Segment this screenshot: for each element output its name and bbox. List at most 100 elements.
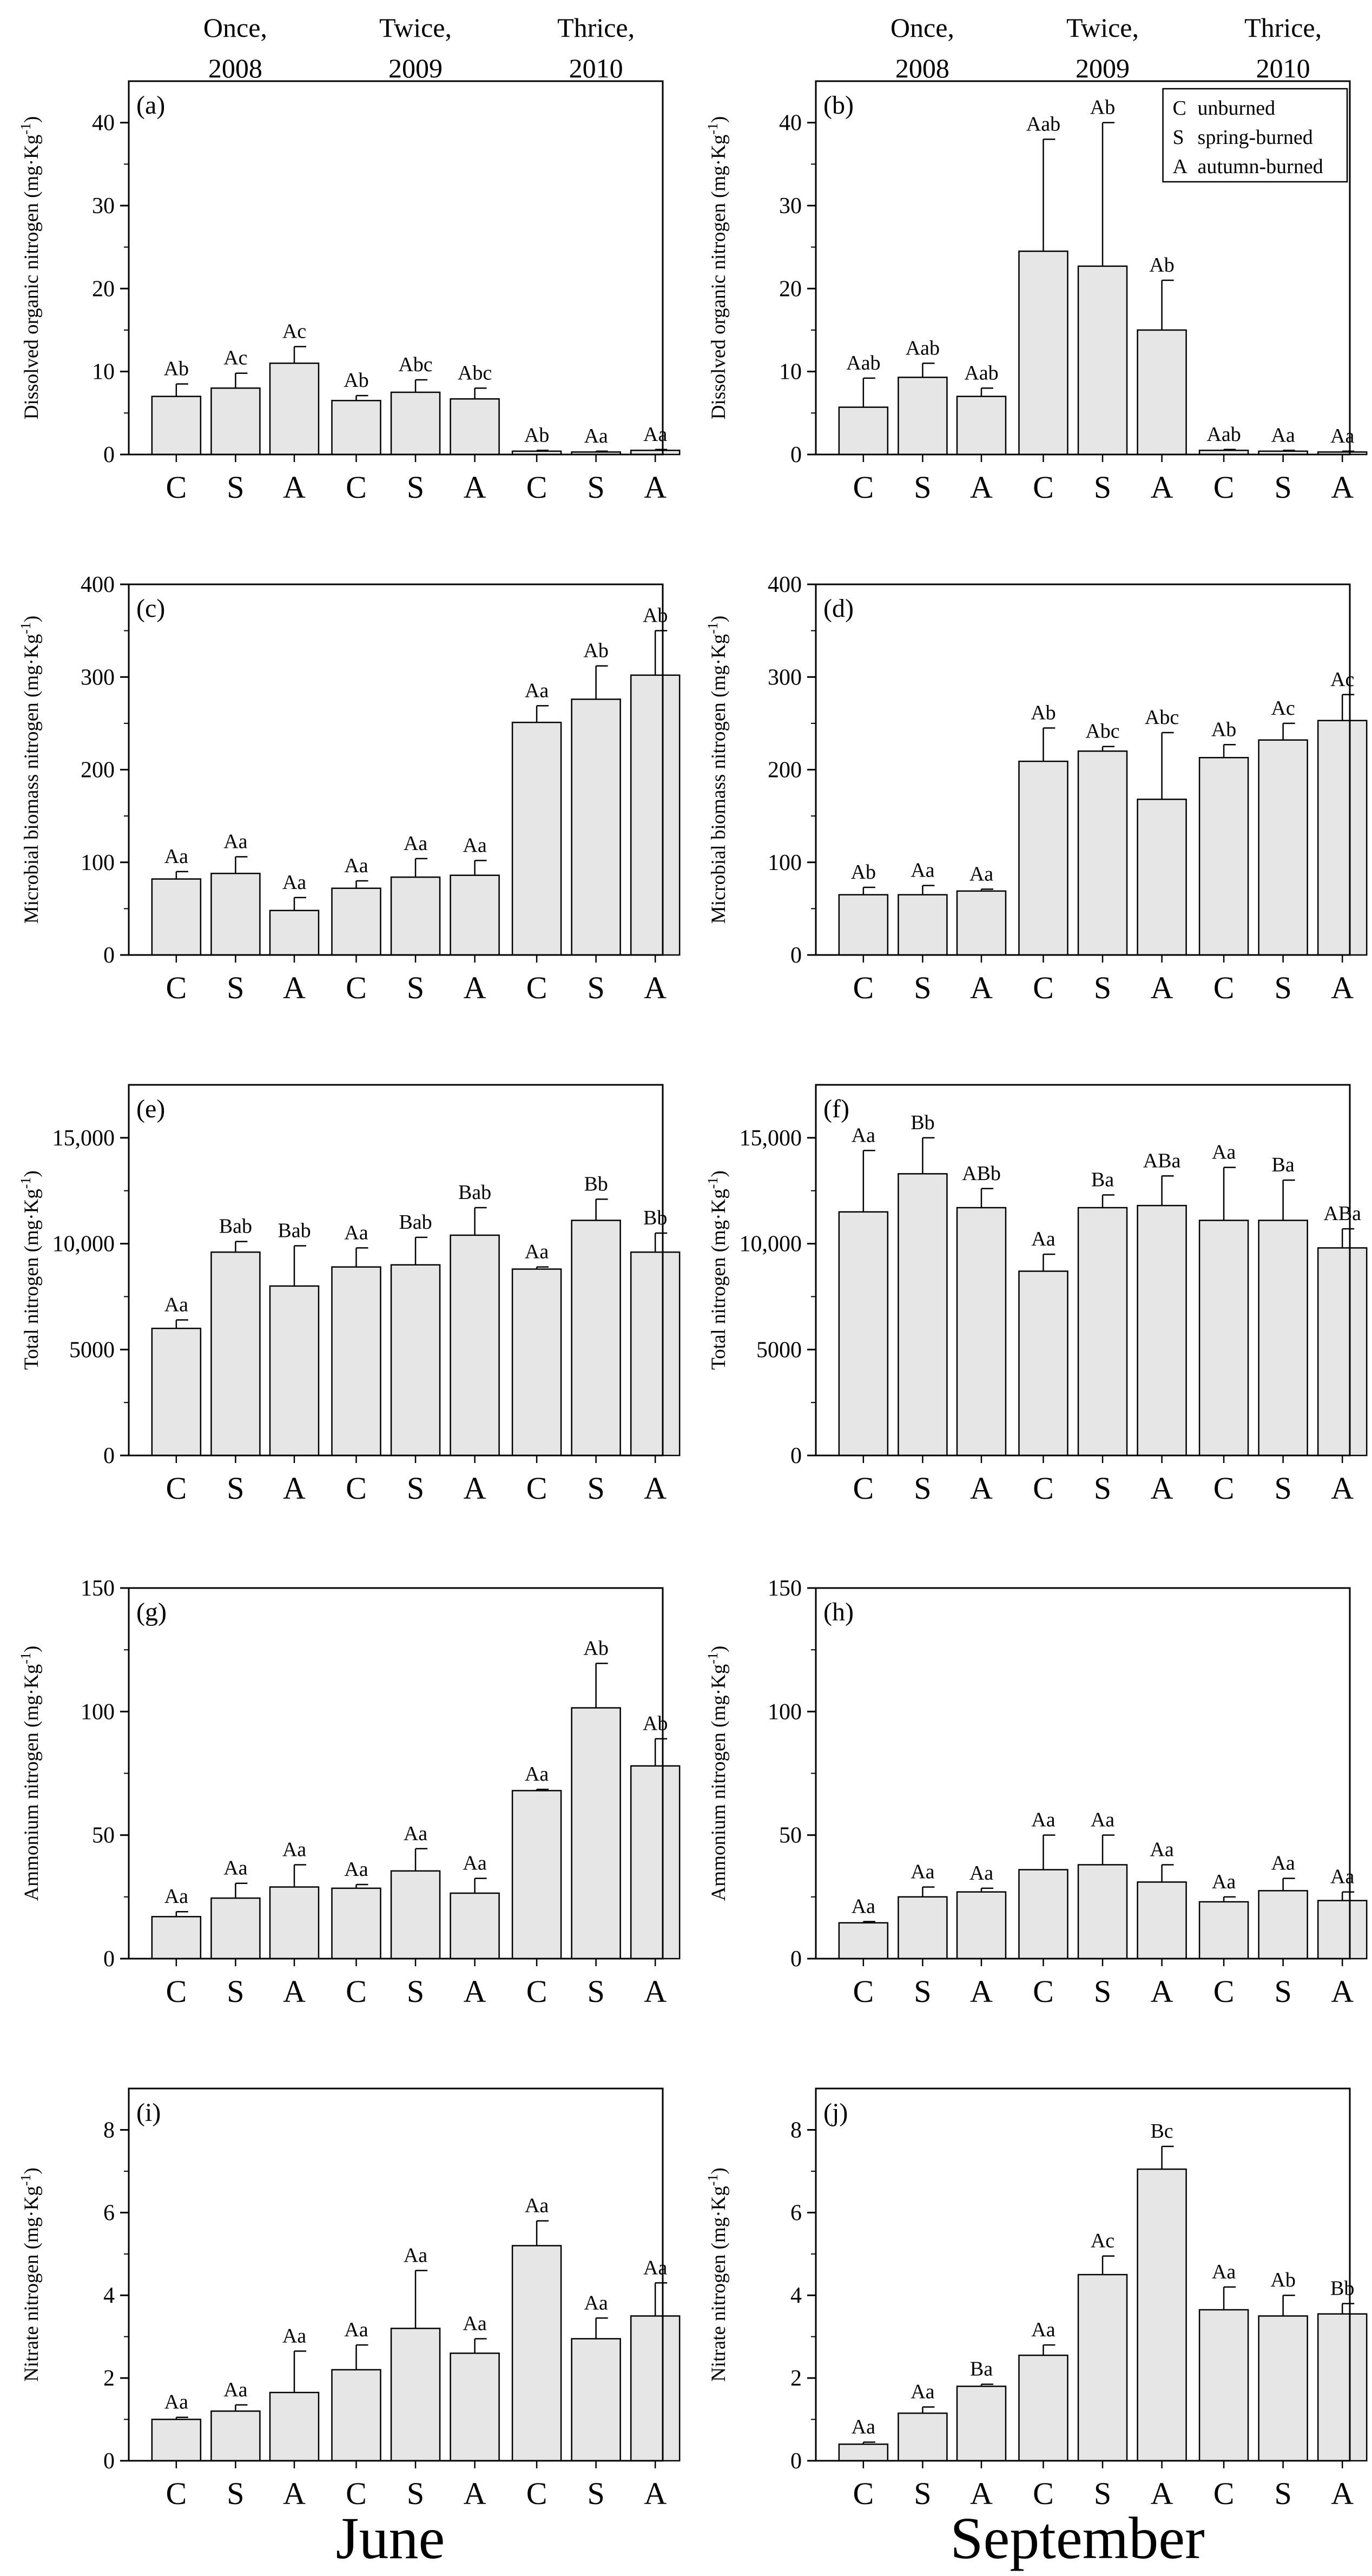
significance-label: Bab (278, 1219, 311, 1242)
group-header: Twice, 2009 (379, 12, 452, 83)
y-tick-label: 100 (81, 1699, 115, 1724)
category-label: A (970, 1471, 993, 1506)
category-label: A (464, 1974, 486, 2009)
bar (1137, 1204, 1187, 1457)
bar (1198, 2309, 1249, 2462)
significance-label: Ba (970, 2358, 993, 2381)
bar (1198, 756, 1249, 956)
category-label: A (464, 1471, 486, 1506)
significance-label: Ab (851, 861, 876, 884)
significance-label: Aa (911, 859, 934, 882)
significance-label: Aa (344, 854, 368, 877)
bar (269, 1285, 320, 1457)
y-axis-label: Dissolved organic nitrogen (mg·Kg-1) (18, 116, 43, 419)
category-label: S (227, 470, 244, 505)
category-label: S (227, 2476, 244, 2511)
category-label: C (853, 1471, 874, 1506)
category-label: S (1094, 1471, 1111, 1506)
significance-label: Ac (1271, 697, 1295, 720)
bar (1077, 1207, 1128, 1457)
bar (151, 878, 202, 956)
category-label: C (1033, 470, 1054, 505)
category-label: C (1033, 1974, 1054, 2009)
bar (630, 1251, 681, 1457)
significance-label: Aa (525, 2195, 549, 2217)
significance-label: Aa (164, 845, 188, 868)
bar (898, 1173, 948, 1457)
legend-label: autumn-burned (1198, 155, 1323, 178)
significance-label: Ab (643, 604, 668, 627)
category-label: A (1331, 470, 1354, 505)
significance-label: Aa (1330, 425, 1354, 447)
significance-label: Ba (1091, 1169, 1114, 1191)
y-tick-label: 0 (103, 1947, 115, 1972)
chart-panel-c: 0 100 200 300 400 Microbial biomass nitrogen … (18, 572, 681, 1005)
bar (450, 398, 500, 456)
y-tick-label: 150 (81, 1576, 115, 1601)
significance-label: Ba (1272, 1154, 1295, 1176)
bar (1018, 760, 1068, 956)
significance-label: Aa (223, 1857, 247, 1880)
y-tick-label: 100 (81, 851, 115, 875)
significance-label: Ab (524, 424, 549, 446)
bar (1317, 1900, 1368, 1960)
significance-label: Bab (219, 1215, 252, 1238)
category-label: S (407, 970, 424, 1005)
bar (511, 2245, 562, 2462)
significance-label: Aa (584, 2291, 608, 2314)
y-tick-label: 40 (779, 111, 802, 136)
bar (210, 1897, 261, 1960)
y-tick-label: 2 (103, 2366, 115, 2391)
bar (210, 1251, 261, 1457)
significance-label: Ab (643, 1712, 668, 1735)
y-tick-label: 0 (790, 1947, 802, 1972)
significance-label: ABa (1143, 1149, 1181, 1172)
significance-label: Aa (463, 1852, 486, 1875)
significance-label: Aa (525, 1763, 549, 1786)
significance-label: ABa (1323, 1202, 1361, 1225)
significance-label: Ab (583, 1637, 608, 1659)
significance-label: Abc (458, 361, 492, 384)
bar (450, 2352, 500, 2462)
chart-panel-h: 0 50 100 150 Ammonium nitrogen (mg·Kg-1) Aa C A… (705, 1576, 1368, 2009)
category-label: S (227, 1471, 244, 1506)
category-label: C (166, 1974, 187, 2009)
bar (269, 363, 320, 456)
category-label: C (853, 2476, 874, 2511)
significance-label: Ac (282, 320, 306, 343)
group-header-line2: 2009 (1076, 53, 1130, 83)
category-label: C (346, 970, 367, 1005)
y-tick-label: 100 (768, 851, 802, 875)
plot-frame (815, 1587, 1351, 1960)
bar (269, 1886, 320, 1960)
significance-label: Aa (911, 2381, 934, 2403)
category-label: A (970, 2476, 993, 2511)
significance-label: Aa (852, 2416, 875, 2439)
category-label: C (1033, 970, 1054, 1005)
category-label: C (166, 970, 187, 1005)
bar (898, 894, 948, 956)
panel-letter: (g) (136, 1598, 167, 1626)
bar (269, 2391, 320, 2462)
y-tick-label: 400 (768, 572, 802, 597)
significance-label: Ab (1090, 96, 1115, 119)
bar (1198, 1220, 1249, 1457)
bar (1137, 1881, 1187, 1960)
category-label: A (644, 2476, 667, 2511)
bar (151, 1916, 202, 1960)
significance-label: Aa (1031, 1809, 1055, 1831)
category-label: C (166, 1471, 187, 1506)
y-tick-label: 5000 (69, 1338, 115, 1362)
group-header: Once, 2008 (891, 12, 954, 83)
bar (390, 876, 441, 956)
significance-label: Aa (223, 830, 247, 853)
bar (898, 1896, 948, 1960)
bar (1258, 739, 1308, 956)
bar (450, 1892, 500, 1960)
bar (956, 2386, 1007, 2462)
category-label: S (407, 1471, 424, 1506)
legend-code: A (1173, 155, 1188, 178)
bar (511, 1790, 562, 1960)
category-label: S (587, 970, 604, 1005)
significance-label: Aa (969, 1862, 993, 1885)
